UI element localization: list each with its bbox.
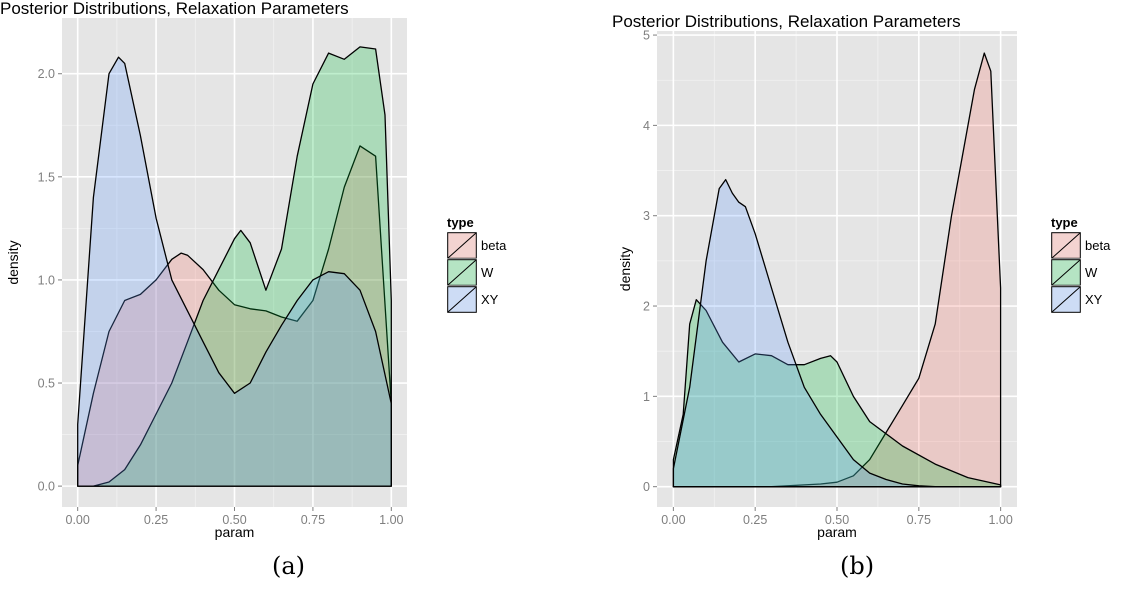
density-area-w: [77, 46, 392, 487]
x-tick-label: 0.50: [825, 513, 849, 527]
legend: type beta W XY: [1050, 215, 1111, 314]
density-area-beta: [77, 145, 392, 487]
x-tick-label: 0.25: [743, 513, 767, 527]
density-area-xy: [672, 178, 1002, 488]
panel-label-a: (a): [272, 552, 306, 580]
x-tick-label: 0.75: [301, 513, 325, 527]
x-axis-label: param: [215, 524, 255, 540]
density-area-xy: [77, 56, 392, 487]
legend-label-xy: XY: [481, 292, 499, 307]
y-tick-label: 2.0: [38, 67, 55, 81]
x-tick-label: 0.00: [661, 513, 685, 527]
x-tick-label: 1.00: [379, 513, 403, 527]
x-tick-label: 0.00: [66, 513, 90, 527]
y-tick-label: 1.0: [38, 273, 55, 287]
legend-label-beta: beta: [1085, 238, 1111, 253]
legend-key-diagonal: [1051, 232, 1081, 259]
legend-key-diagonal: [1051, 259, 1081, 286]
x-tick-label: 0.25: [144, 513, 168, 527]
legend-label-xy: XY: [1085, 292, 1103, 307]
legend-key-diagonal: [447, 232, 477, 259]
y-tick-label: 3: [643, 209, 650, 223]
x-axis-label: param: [817, 524, 857, 540]
y-tick-label: 1.5: [38, 170, 55, 184]
panel-label-b: (b): [840, 552, 875, 580]
y-tick-label: 5: [643, 29, 650, 43]
y-tick-label: 4: [643, 119, 650, 133]
legend-label-w: W: [481, 265, 494, 280]
legend-title: type: [1051, 215, 1078, 230]
legend-key-diagonal: [447, 259, 477, 286]
y-axis-label: density: [617, 247, 633, 291]
legend-label-beta: beta: [481, 238, 507, 253]
chart-panel-0: 0.00 0.25 0.50 0.75 1.00 0.0 0.5 1.0 1.5 2.0 Poste…: [0, 0, 507, 540]
density-area-beta: [672, 52, 1002, 488]
legend-title: type: [447, 215, 474, 230]
y-tick-label: 0: [643, 480, 650, 494]
y-tick-label: 2: [643, 300, 650, 314]
density-area-w: [672, 299, 1002, 488]
chart-title: Posterior Distributions, Relaxation Para…: [0, 0, 349, 18]
legend: type beta W XY: [446, 215, 507, 314]
x-tick-label: 1.00: [988, 513, 1012, 527]
y-tick-label: 0.5: [38, 377, 55, 391]
x-tick-label: 0.75: [907, 513, 931, 527]
legend-key-diagonal: [447, 286, 477, 313]
legend-key-diagonal: [1051, 286, 1081, 313]
y-tick-label: 1: [643, 390, 650, 404]
x-tick-label: 0.50: [222, 513, 246, 527]
y-axis-label: density: [5, 240, 21, 284]
legend-label-w: W: [1085, 265, 1098, 280]
y-tick-label: 0.0: [38, 480, 55, 494]
chart-title: Posterior Distributions, Relaxation Para…: [612, 12, 961, 31]
